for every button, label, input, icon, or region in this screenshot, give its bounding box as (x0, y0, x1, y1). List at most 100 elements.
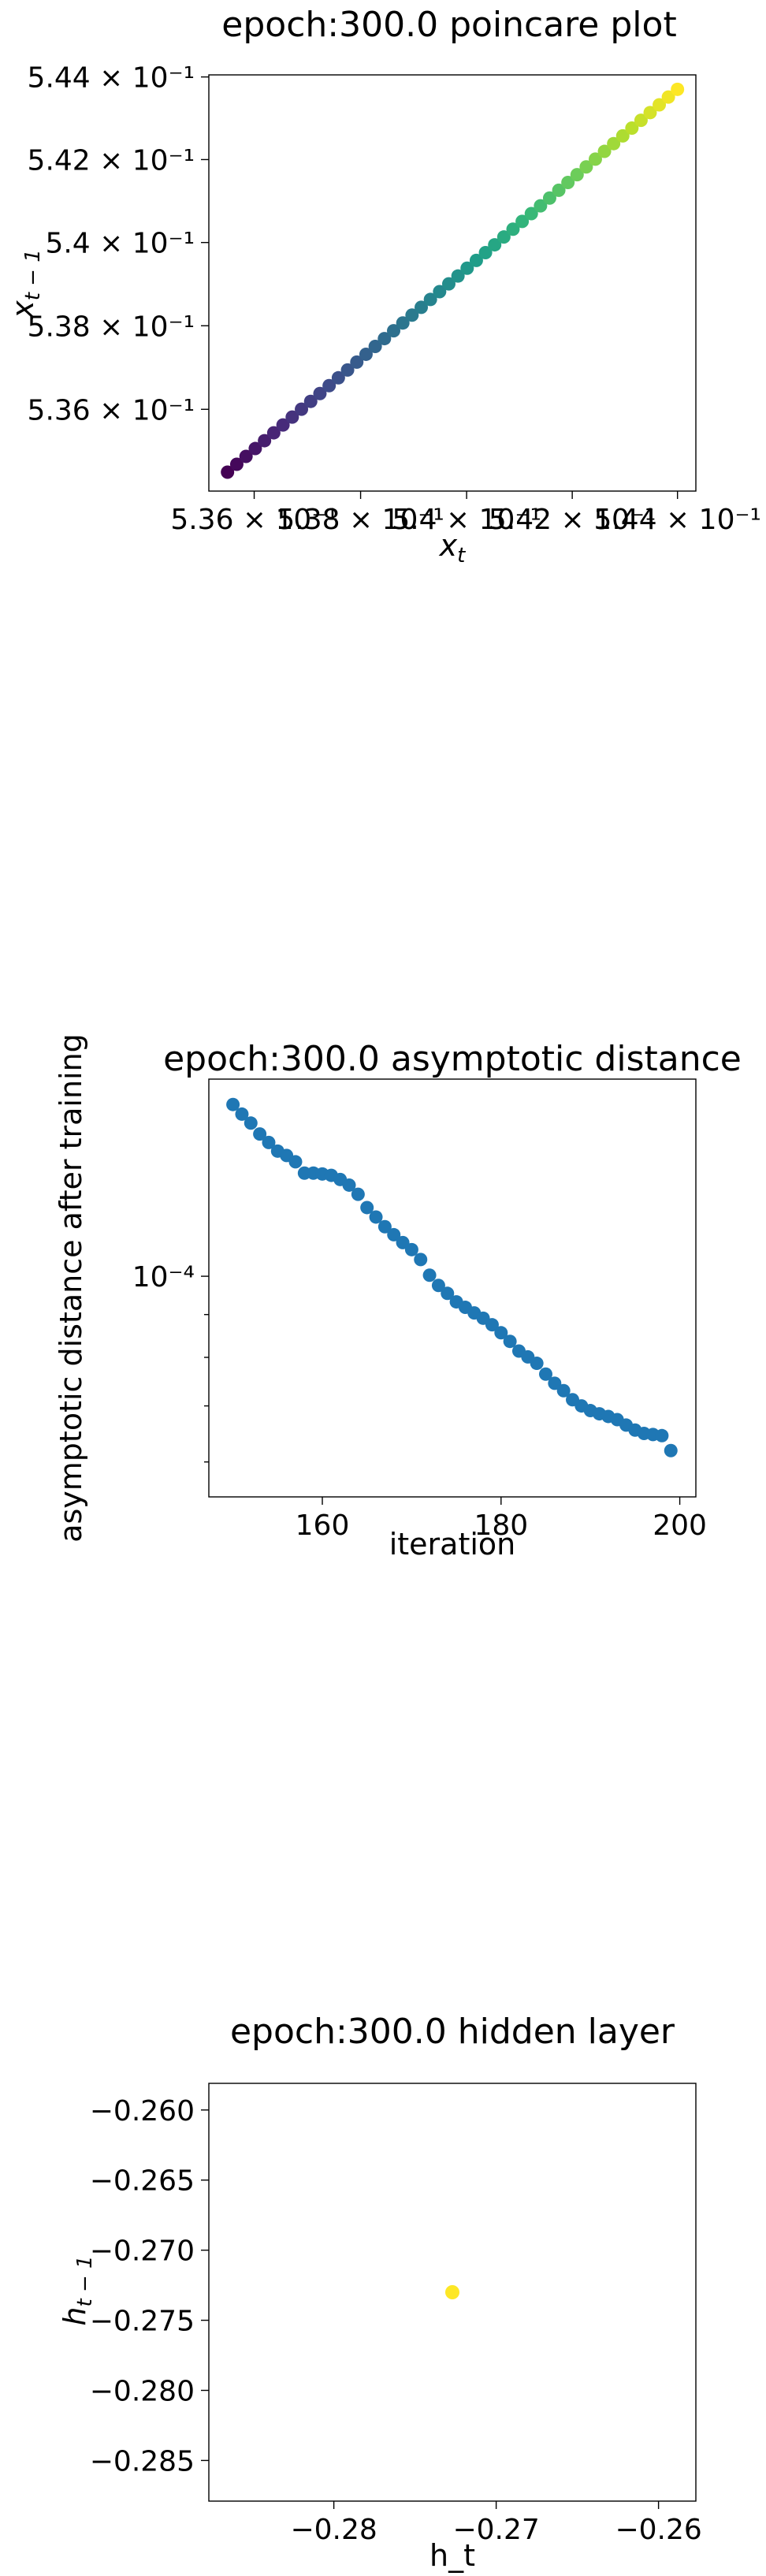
scatter-point (433, 285, 447, 299)
poincare-x-ticks: 5.36 × 10⁻¹5.38 × 10⁻¹5.4 × 10⁻¹5.42 × 1… (170, 491, 761, 536)
scatter-point (445, 2285, 459, 2299)
x-tick-label: 200 (653, 1509, 707, 1542)
scatter-point (350, 355, 364, 369)
scatter-point (503, 1335, 517, 1349)
scatter-point (414, 1253, 428, 1267)
scatter-point (431, 1279, 445, 1293)
scatter-point (377, 1219, 392, 1234)
hidden-layer-chart: epoch:300.0 hidden layer −0.28 −0.27 −0.26… (58, 2012, 702, 2573)
scatter-point (239, 449, 253, 463)
x-tick-label: 5.38 × 10⁻¹ (277, 504, 444, 536)
x-tick-label: 5.4 × 10⁻¹ (392, 504, 541, 536)
scatter-point (244, 1116, 258, 1130)
scatter-point (451, 269, 465, 283)
scatter-point (441, 1286, 455, 1301)
poincare-y-ticks: 5.36 × 10⁻¹ 5.38 × 10⁻¹ 5.4 × 10⁻¹ 5.42 × 1… (28, 62, 209, 426)
scatter-point (369, 1210, 383, 1224)
scatter-point (276, 418, 290, 432)
poincare-y-label: xt − 1 (6, 249, 45, 319)
scatter-point (221, 465, 235, 479)
scatter-point (588, 152, 602, 166)
scatter-point (524, 207, 538, 221)
hidden-layer-points (445, 2285, 459, 2299)
scatter-point (671, 82, 685, 96)
scatter-point (331, 370, 345, 385)
scatter-point (469, 253, 483, 267)
x-tick-label: 5.42 × 10⁻¹ (489, 504, 656, 536)
scatter-point (506, 222, 520, 236)
scatter-point (634, 114, 648, 128)
hidden-layer-plot-frame (208, 2083, 697, 2502)
y-tick-label: −0.270 (90, 2235, 195, 2268)
scatter-point (313, 386, 327, 400)
scatter-point (360, 1201, 374, 1215)
scatter-point (664, 1443, 678, 1457)
scatter-point (288, 1155, 303, 1169)
scatter-point (235, 1107, 249, 1121)
scatter-point (386, 324, 400, 338)
scatter-point (295, 402, 309, 416)
scatter-point (643, 106, 657, 120)
scatter-point (229, 457, 244, 471)
poincare-plot-frame (208, 74, 697, 492)
scatter-point (552, 183, 566, 197)
scatter-point (266, 426, 281, 440)
hidden-layer-x-label: h_t (429, 2538, 475, 2573)
x-tick-label: 160 (296, 1509, 350, 1542)
scatter-point (359, 347, 373, 361)
y-tick-label: 5.4 × 10⁻¹ (45, 228, 195, 260)
scatter-point (548, 1376, 562, 1390)
scatter-point (405, 308, 419, 322)
y-tick-label: −0.260 (90, 2095, 195, 2127)
scatter-point (534, 199, 548, 213)
scatter-point (496, 230, 511, 244)
scatter-point (248, 441, 262, 456)
scatter-point (556, 1383, 571, 1398)
scatter-point (661, 90, 675, 104)
scatter-point (342, 1178, 356, 1192)
asymptotic-distance-x-ticks: 160 180 200 (296, 1497, 707, 1542)
hidden-layer-y-ticks: −0.260 −0.265 −0.270 −0.275 −0.280 −0.285 (90, 2095, 209, 2477)
x-tick-label: 5.36 × 10⁻¹ (170, 504, 337, 536)
scatter-point (488, 238, 502, 252)
y-tick-label: 5.36 × 10⁻¹ (28, 394, 195, 426)
scatter-point (494, 1326, 508, 1340)
scatter-point (226, 1097, 240, 1111)
scatter-point (377, 332, 392, 346)
asymptotic-distance-y-ticks: 10⁻⁴ (132, 1261, 209, 1463)
scatter-point (253, 1127, 267, 1141)
scatter-point (625, 121, 639, 136)
y-tick-label: 5.38 × 10⁻¹ (28, 311, 195, 343)
hidden-layer-title: epoch:300.0 hidden layer (230, 2012, 675, 2052)
scatter-point (258, 434, 272, 448)
scatter-point (322, 378, 337, 393)
y-tick-label: −0.285 (90, 2445, 195, 2477)
y-tick-label: −0.280 (90, 2375, 195, 2407)
y-tick-label: 10⁻⁴ (132, 1261, 195, 1294)
hidden-layer-x-ticks: −0.28 −0.27 −0.26 (290, 2501, 702, 2546)
asymptotic-distance-chart: epoch:300.0 asymptotic distance 160 180 20… (54, 1033, 742, 1562)
y-tick-label: 5.44 × 10⁻¹ (28, 62, 195, 95)
scatter-point (396, 316, 410, 330)
scatter-point (597, 144, 612, 158)
poincare-points (221, 82, 685, 479)
y-tick-label: −0.275 (90, 2306, 195, 2338)
poincare-chart: epoch:300.0 poincare plot 5.36 × 10⁻¹5.3… (6, 5, 761, 568)
scatter-point (303, 394, 318, 408)
asymptotic-distance-title: epoch:300.0 asymptotic distance (163, 1039, 742, 1079)
asymptotic-distance-x-label: iteration (389, 1527, 516, 1562)
scatter-point (441, 277, 456, 291)
scatter-point (607, 136, 621, 151)
scatter-point (655, 1428, 669, 1442)
scatter-point (542, 191, 556, 205)
y-tick-label: 5.42 × 10⁻¹ (28, 144, 195, 177)
scatter-point (285, 410, 299, 424)
scatter-point (561, 176, 575, 190)
scatter-point (387, 1227, 401, 1241)
scatter-point (615, 128, 630, 143)
scatter-point (515, 214, 530, 229)
x-tick-label: −0.27 (452, 2514, 539, 2546)
asymptotic-distance-y-label: asymptotic distance after training (54, 1033, 88, 1543)
scatter-point (538, 1367, 552, 1381)
